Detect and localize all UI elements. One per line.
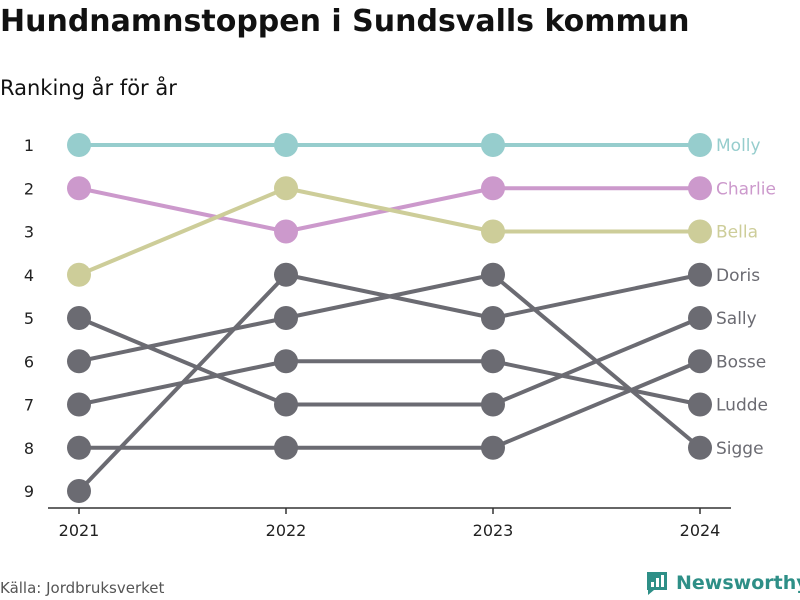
point-doris-2022 (274, 262, 298, 287)
point-molly-2021 (67, 133, 91, 157)
source-note: Källa: Jordbruksverket (0, 579, 165, 597)
point-doris-2021 (67, 479, 91, 503)
y-tick-label: 5 (24, 309, 34, 328)
series-label-sigge: Sigge (716, 439, 764, 459)
series-label-bella: Bella (716, 223, 758, 243)
x-tick-label: 2021 (59, 521, 100, 540)
point-doris-2023 (481, 306, 505, 330)
newsworthy-logo: Newsworthy (645, 570, 800, 596)
series-label-doris: Doris (716, 266, 760, 286)
point-bosse-2022 (274, 435, 298, 460)
point-sigge-2021 (67, 349, 91, 374)
point-sally-2023 (481, 392, 505, 417)
series-label-charlie: Charlie (716, 179, 776, 199)
point-charlie-2021 (67, 176, 91, 201)
point-bosse-2023 (481, 435, 505, 460)
point-sally-2024 (688, 306, 712, 330)
point-bella-2022 (274, 176, 298, 201)
point-bella-2021 (67, 262, 91, 287)
newsworthy-icon (647, 572, 667, 595)
point-ludde-2022 (274, 349, 298, 374)
point-doris-2024 (688, 262, 712, 287)
point-ludde-2021 (67, 392, 91, 417)
point-molly-2024 (688, 133, 712, 157)
y-tick-label: 3 (24, 223, 34, 242)
point-sally-2021 (67, 306, 91, 330)
point-sigge-2023 (481, 262, 505, 287)
point-sally-2022 (274, 392, 298, 417)
point-charlie-2022 (274, 219, 298, 244)
series-line-bella (78, 186, 700, 277)
series-line-doris (77, 272, 701, 493)
point-sigge-2024 (688, 435, 712, 460)
series-label-ludde: Ludde (716, 396, 768, 416)
y-tick-label: 4 (24, 266, 34, 285)
point-bella-2023 (481, 219, 505, 244)
point-sigge-2022 (274, 306, 298, 330)
y-tick-label: 8 (24, 439, 34, 458)
point-molly-2022 (274, 133, 298, 157)
series-line-bosse (79, 359, 701, 450)
point-bosse-2021 (67, 435, 91, 460)
x-tick-label: 2023 (473, 521, 514, 540)
series-line-sigge (78, 272, 702, 450)
point-ludde-2023 (481, 349, 505, 374)
y-tick-label: 6 (24, 352, 34, 371)
y-tick-label: 2 (24, 179, 34, 198)
point-molly-2023 (481, 133, 505, 157)
brand-name: Newsworthy (676, 572, 800, 594)
y-tick-label: 9 (24, 482, 34, 501)
y-tick-label: 7 (24, 396, 34, 415)
series-label-molly: Molly (716, 136, 761, 156)
y-tick-label: 1 (24, 136, 34, 155)
series-line-ludde (78, 359, 701, 407)
point-bosse-2024 (688, 349, 712, 374)
point-charlie-2023 (481, 176, 505, 201)
point-ludde-2024 (688, 392, 712, 417)
point-charlie-2024 (688, 176, 712, 201)
point-bella-2024 (688, 219, 712, 244)
x-tick-label: 2022 (266, 521, 307, 540)
series-label-sally: Sally (716, 309, 757, 329)
series-label-bosse: Bosse (716, 352, 766, 372)
chart-subtitle: Ranking år för år (0, 76, 177, 100)
x-tick-label: 2024 (680, 521, 721, 540)
chart-title: Hundnamnstoppen i Sundsvalls kommun (0, 4, 690, 39)
